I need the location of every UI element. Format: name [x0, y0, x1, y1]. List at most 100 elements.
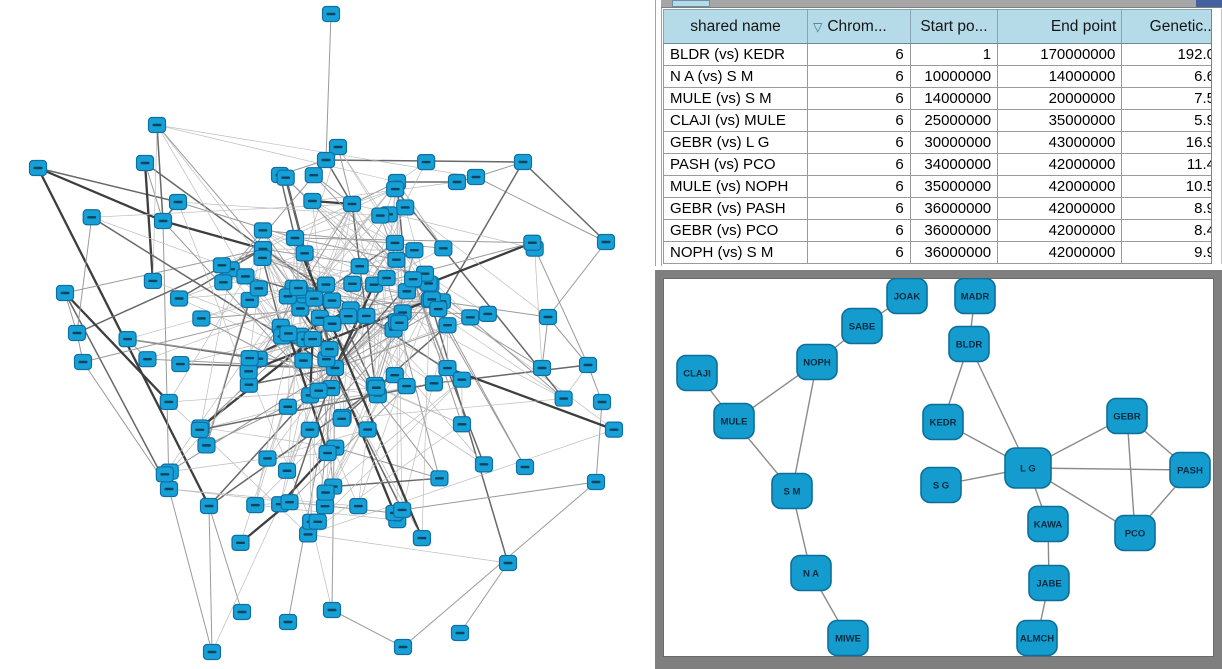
network-edge[interactable] [430, 284, 564, 399]
network-node-NOPH[interactable]: NOPH [796, 343, 838, 381]
column-header-start-point[interactable]: Start po... [909, 9, 999, 44]
network-edge[interactable] [441, 161, 524, 302]
network-node[interactable] [371, 207, 390, 224]
network-edge[interactable] [312, 181, 458, 202]
network-edge[interactable] [76, 217, 93, 334]
network-edge[interactable] [156, 124, 246, 277]
network-edge[interactable] [156, 124, 398, 183]
network-edge[interactable] [309, 429, 312, 522]
cell-end-point[interactable]: 42000000 [997, 219, 1123, 242]
network-node[interactable] [303, 330, 322, 348]
network-node[interactable] [295, 245, 314, 262]
cell-chromosome[interactable]: 6 [807, 65, 911, 88]
network-edge[interactable] [307, 423, 463, 535]
network-edge[interactable] [334, 367, 485, 465]
network-edge[interactable] [208, 505, 243, 613]
column-header-shared-name[interactable]: shared name [662, 9, 809, 44]
cell-start-point[interactable]: 36000000 [909, 197, 999, 220]
network-node[interactable] [316, 151, 336, 169]
network-node[interactable] [447, 173, 467, 191]
network-node[interactable] [322, 292, 342, 309]
cell-chromosome[interactable]: 6 [807, 131, 911, 154]
cell-chromosome[interactable]: 6 [807, 43, 911, 66]
cell-shared-name[interactable]: GEBR (vs) PCO [662, 219, 809, 242]
cell-shared-name[interactable]: N A (vs) S M [662, 65, 809, 88]
network-edge[interactable] [152, 280, 289, 334]
network-node[interactable] [300, 421, 319, 438]
network-edge[interactable] [169, 333, 289, 472]
cell-end-point[interactable]: 42000000 [997, 197, 1123, 220]
network-node[interactable] [279, 325, 298, 342]
cell-chromosome[interactable]: 6 [807, 153, 911, 176]
cell-chromosome[interactable]: 6 [807, 241, 911, 264]
network-edge[interactable] [208, 505, 213, 653]
network-edge[interactable] [143, 162, 155, 281]
network-edge-NOPH-SM[interactable] [791, 361, 818, 492]
network-node[interactable] [385, 234, 405, 252]
network-edge[interactable] [91, 216, 306, 296]
network-node[interactable] [192, 310, 211, 327]
network-node-PASH[interactable]: PASH [1169, 451, 1211, 489]
network-node[interactable] [424, 375, 444, 392]
network-edge[interactable] [82, 308, 301, 363]
network-edge[interactable] [162, 220, 320, 391]
network-edge[interactable] [287, 237, 296, 407]
network-node[interactable] [303, 192, 322, 210]
network-node[interactable] [169, 290, 189, 307]
network-node[interactable] [298, 526, 318, 543]
network-node[interactable] [350, 258, 369, 275]
network-edge[interactable] [309, 299, 431, 431]
network-node[interactable] [478, 305, 497, 323]
network-node-SABE[interactable]: SABE [841, 307, 883, 345]
cell-genetic[interactable]: 192.0 [1121, 43, 1222, 66]
network-node[interactable] [231, 534, 250, 551]
network-node[interactable] [239, 376, 258, 393]
network-node[interactable] [202, 643, 222, 661]
network-node[interactable] [596, 233, 616, 251]
network-edge[interactable] [162, 220, 170, 490]
network-edge[interactable] [82, 361, 170, 490]
network-node[interactable] [554, 390, 573, 407]
network-edge[interactable] [248, 371, 312, 522]
cell-genetic[interactable]: 10.5 [1121, 175, 1222, 198]
network-edge[interactable] [334, 308, 439, 369]
table-row[interactable]: GEBR (vs) L G 6 30000000 43000000 16.9 [662, 131, 1222, 154]
cell-shared-name[interactable]: GEBR (vs) PASH [662, 197, 809, 220]
table-row[interactable]: BLDR (vs) KEDR 6 1 170000000 192.0 [662, 43, 1222, 66]
network-node[interactable] [316, 276, 336, 293]
network-node[interactable] [328, 138, 348, 156]
network-node[interactable] [438, 317, 457, 334]
network-edge[interactable] [547, 316, 589, 366]
network-node[interactable] [159, 393, 178, 411]
network-node[interactable] [450, 624, 470, 642]
network-node[interactable] [604, 421, 624, 438]
network-node[interactable] [294, 352, 313, 369]
cell-end-point[interactable]: 20000000 [997, 87, 1123, 110]
network-edge[interactable] [144, 162, 164, 222]
network-edge[interactable] [177, 201, 296, 239]
cell-chromosome[interactable]: 6 [807, 87, 911, 110]
table-scrollbar-track[interactable] [1211, 9, 1222, 264]
network-node[interactable] [236, 268, 255, 285]
network-node[interactable] [305, 290, 324, 307]
network-edge[interactable] [357, 299, 431, 507]
network-edge[interactable] [156, 124, 301, 309]
network-node[interactable] [474, 456, 494, 473]
network-edge[interactable] [293, 237, 423, 539]
cell-genetic[interactable]: 11.4 [1121, 153, 1222, 176]
network-node[interactable] [135, 154, 155, 172]
cell-end-point[interactable]: 42000000 [997, 175, 1123, 198]
network-node-MULE[interactable]: MULE [713, 402, 755, 440]
network-edge[interactable] [547, 241, 607, 318]
network-node[interactable] [417, 153, 436, 171]
network-node[interactable] [523, 234, 542, 251]
network-node[interactable] [592, 393, 612, 411]
network-node[interactable] [586, 473, 606, 491]
network-edge-LG-PASH[interactable] [1027, 467, 1191, 471]
network-node-MADR[interactable]: MADR [954, 278, 996, 315]
network-node[interactable] [386, 180, 405, 198]
network-node[interactable] [199, 497, 219, 515]
network-node[interactable] [321, 5, 341, 23]
network-edge[interactable] [459, 562, 509, 634]
network-node[interactable] [515, 458, 535, 476]
